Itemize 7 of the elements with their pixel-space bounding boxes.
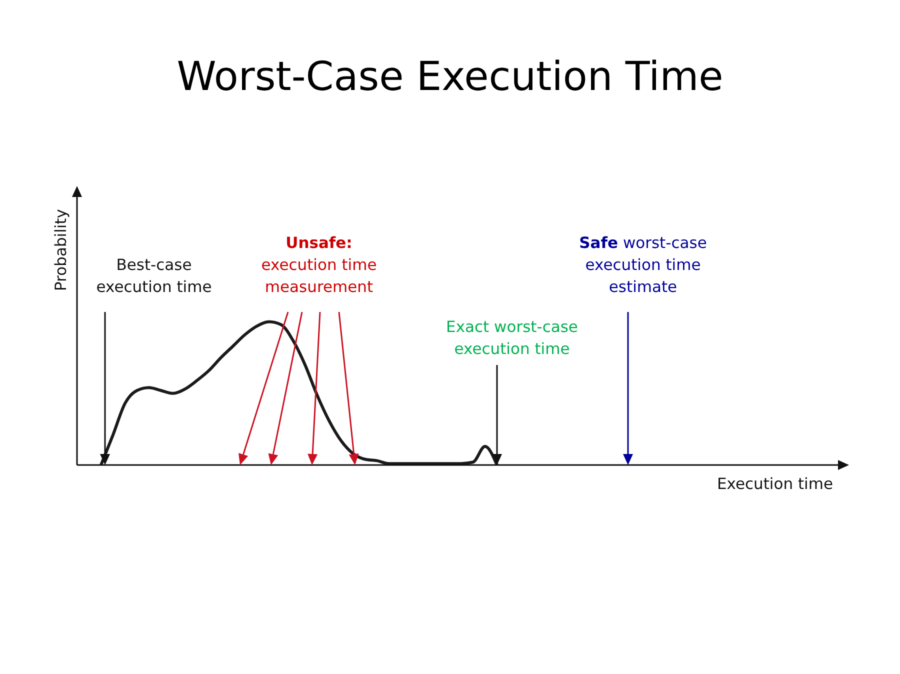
text: Best-case execution time (96, 256, 212, 296)
x-axis-title: Execution time (716, 475, 833, 493)
chart-title: Worst-Case Execution Time (176, 54, 724, 100)
text: Unsafe: execution time measurement (261, 234, 377, 296)
text: Safe worst-case execution time estimate (579, 234, 707, 296)
annotation: Exact worst-case execution time (446, 318, 578, 358)
y-axis-title: Probability (52, 209, 70, 291)
